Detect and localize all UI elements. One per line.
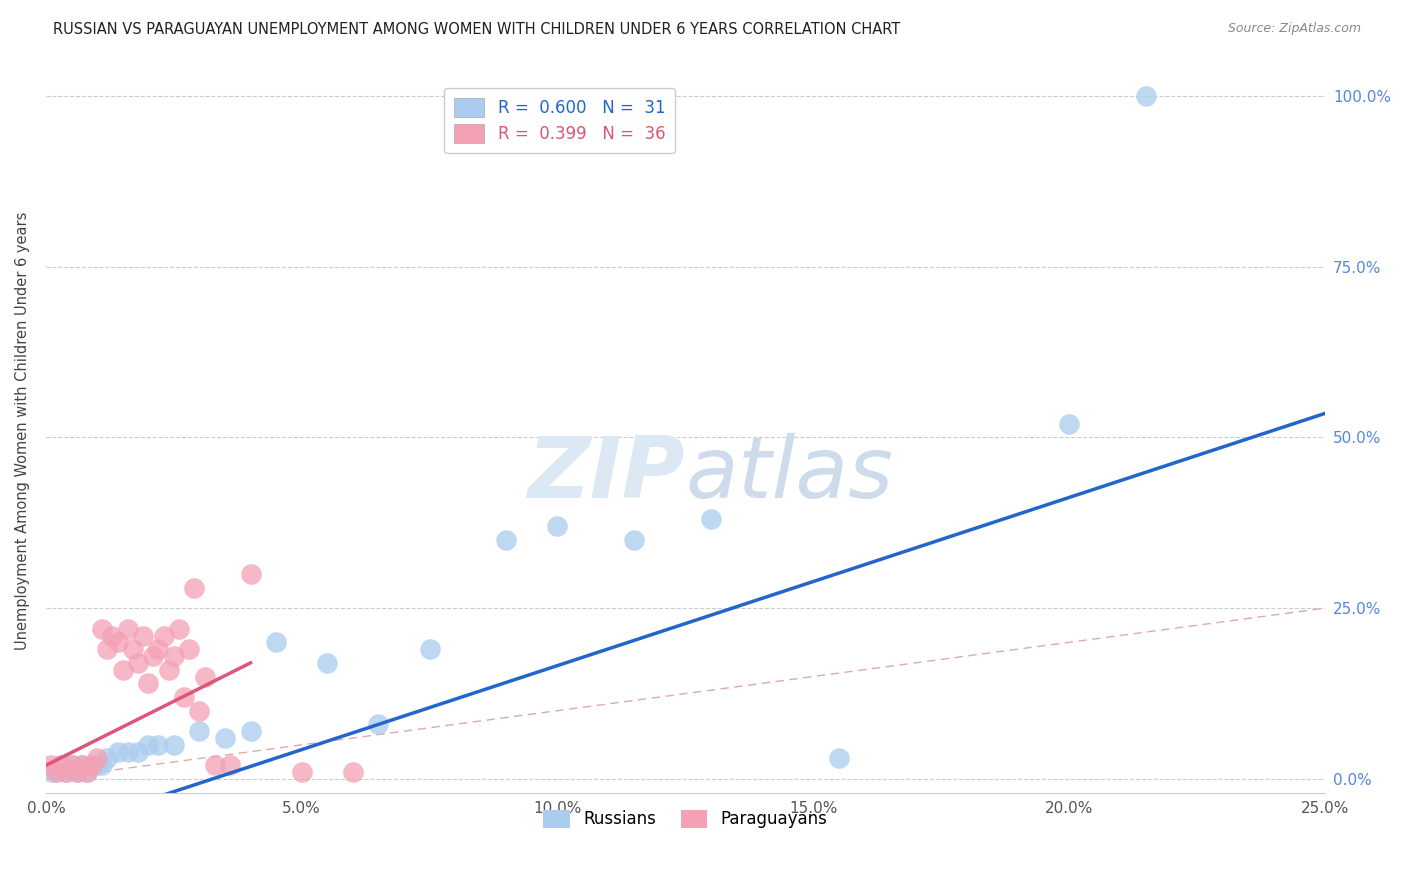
Point: [60, 758, 83, 772]
Point: [219, 758, 242, 772]
Text: ZIP: ZIP: [527, 433, 685, 516]
Point: [70, 758, 93, 772]
Point: [173, 690, 195, 704]
Y-axis label: Unemployment Among Women with Children Under 6 years: Unemployment Among Women with Children U…: [15, 211, 30, 649]
Legend: Russians, Paraguayans: Russians, Paraguayans: [536, 803, 834, 835]
Point: [167, 622, 190, 636]
Point: [80, 758, 103, 772]
Point: [136, 738, 159, 752]
Point: [495, 533, 517, 547]
Point: [183, 581, 205, 595]
Point: [163, 738, 186, 752]
Point: [122, 642, 145, 657]
Point: [91, 758, 114, 772]
Point: [76, 765, 98, 780]
Point: [142, 648, 165, 663]
Point: [132, 628, 155, 642]
Point: [291, 765, 314, 780]
Point: [623, 533, 645, 547]
Point: [60, 758, 83, 772]
Point: [45, 765, 67, 780]
Point: [163, 648, 186, 663]
Point: [66, 765, 89, 780]
Point: [316, 656, 339, 670]
Point: [342, 765, 364, 780]
Point: [76, 765, 98, 780]
Point: [188, 724, 211, 739]
Point: [828, 751, 851, 765]
Point: [419, 642, 441, 657]
Point: [101, 628, 124, 642]
Point: [107, 635, 129, 649]
Point: [55, 765, 77, 780]
Point: [96, 642, 118, 657]
Point: [546, 519, 568, 533]
Point: [111, 663, 134, 677]
Point: [127, 656, 149, 670]
Point: [239, 567, 262, 582]
Point: [39, 765, 62, 780]
Point: [127, 745, 149, 759]
Point: [91, 622, 114, 636]
Point: [70, 758, 93, 772]
Point: [117, 745, 139, 759]
Point: [55, 765, 77, 780]
Point: [86, 758, 108, 772]
Point: [700, 512, 723, 526]
Point: [39, 758, 62, 772]
Point: [148, 738, 170, 752]
Point: [1057, 417, 1080, 431]
Point: [264, 635, 287, 649]
Point: [148, 642, 170, 657]
Point: [179, 642, 201, 657]
Point: [367, 717, 389, 731]
Point: [96, 751, 118, 765]
Point: [193, 669, 215, 683]
Point: [107, 745, 129, 759]
Point: [152, 628, 174, 642]
Point: [1135, 88, 1157, 103]
Text: atlas: atlas: [685, 433, 893, 516]
Point: [214, 731, 236, 745]
Text: RUSSIAN VS PARAGUAYAN UNEMPLOYMENT AMONG WOMEN WITH CHILDREN UNDER 6 YEARS CORRE: RUSSIAN VS PARAGUAYAN UNEMPLOYMENT AMONG…: [53, 22, 901, 37]
Point: [157, 663, 180, 677]
Point: [136, 676, 159, 690]
Point: [117, 622, 139, 636]
Point: [86, 751, 108, 765]
Text: Source: ZipAtlas.com: Source: ZipAtlas.com: [1227, 22, 1361, 36]
Point: [239, 724, 262, 739]
Point: [188, 704, 211, 718]
Point: [204, 758, 226, 772]
Point: [45, 765, 67, 780]
Point: [51, 758, 73, 772]
Point: [51, 758, 73, 772]
Point: [66, 765, 89, 780]
